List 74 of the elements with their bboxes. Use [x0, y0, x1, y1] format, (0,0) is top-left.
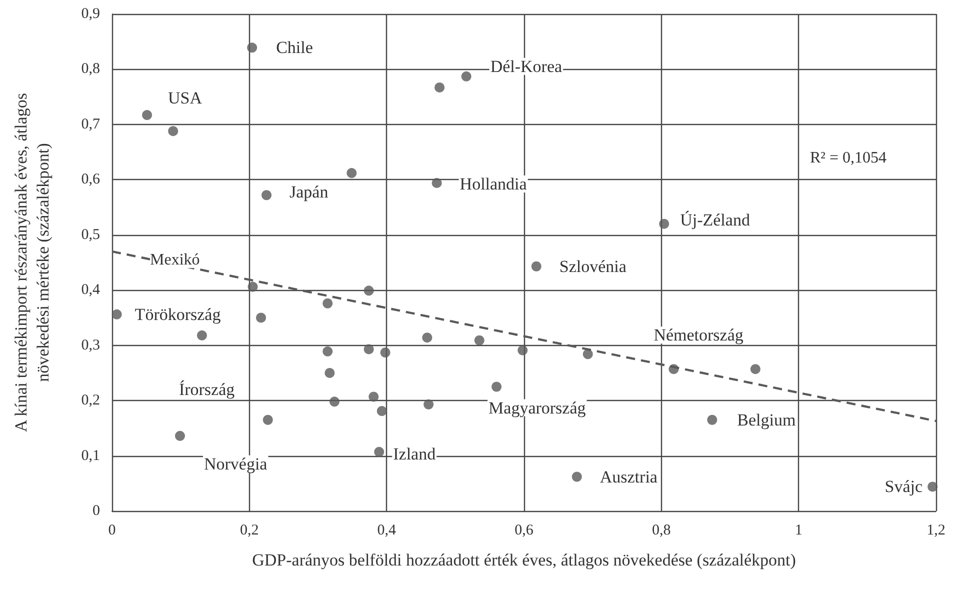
point — [582, 349, 593, 360]
point — [374, 446, 384, 457]
x-tick-label: 0 — [108, 522, 116, 538]
point — [364, 286, 374, 296]
x-tick-label: 1,2 — [926, 522, 946, 538]
point — [668, 364, 679, 374]
point — [474, 335, 484, 346]
annotation: Belgium — [737, 410, 796, 430]
annotation: R² = 0,1054 — [810, 150, 886, 166]
point — [248, 282, 258, 292]
y-axis-title: A kínai termékimport részarányának éves, átlagos növekedési mértéke (százalékpont) — [12, 93, 52, 432]
annotation: Ausztria — [600, 467, 658, 486]
annotation: Izland — [393, 444, 436, 464]
point — [376, 406, 387, 416]
annotation: Hollandia — [460, 174, 528, 194]
point — [364, 344, 374, 354]
point — [659, 218, 670, 229]
point — [322, 298, 333, 308]
annotation: USA — [168, 88, 203, 108]
point — [531, 261, 542, 272]
x-tick-label: 1 — [794, 522, 802, 538]
point — [322, 346, 333, 356]
point — [434, 82, 445, 92]
y-tick-label: 0,9 — [81, 6, 100, 22]
x-tick-label: 0,6 — [514, 522, 534, 538]
point — [262, 190, 272, 200]
point — [380, 348, 390, 358]
point — [324, 368, 335, 378]
point — [142, 110, 152, 120]
point — [424, 399, 434, 410]
annotation: Mexikó — [150, 252, 200, 268]
y-tick-label: 0,5 — [81, 226, 100, 243]
point — [492, 382, 502, 392]
point — [174, 430, 185, 441]
y-tick-label: 0,7 — [81, 116, 100, 132]
point — [518, 345, 528, 356]
x-tick-label: 0,4 — [377, 522, 397, 538]
point — [112, 309, 122, 320]
y-tick-label: 0,1 — [81, 448, 100, 464]
y-tick-label: 0,4 — [81, 282, 100, 298]
point — [432, 178, 442, 188]
y-tick-label: 0,3 — [81, 337, 100, 354]
point — [422, 332, 432, 343]
y-tick-label: 0,2 — [81, 392, 100, 409]
annotation: Japán — [290, 182, 329, 202]
point — [707, 414, 718, 425]
point — [329, 396, 340, 407]
annotation: Norvégia — [204, 454, 268, 474]
annotation: Svájc — [884, 477, 924, 496]
point — [247, 42, 258, 53]
annotation: Írország — [178, 380, 236, 399]
y-tick-label: 0,8 — [81, 61, 100, 78]
point — [461, 71, 472, 82]
point — [572, 472, 582, 482]
point — [196, 330, 207, 340]
point — [256, 312, 266, 323]
point — [368, 392, 379, 402]
point — [346, 168, 357, 178]
y-tick-label: 0,6 — [81, 172, 100, 188]
x-axis-title: GDP-arányos belföldi hozzáadott érték éves, átlagos növekedése (százalékpont) — [252, 550, 796, 570]
annotation: Németország — [654, 326, 744, 345]
annotation: Törökország — [134, 304, 222, 324]
annotation: Új-Zéland — [680, 210, 750, 230]
annotation: Magyarország — [488, 398, 586, 418]
y-tick-label: 0 — [92, 503, 100, 519]
x-tick-label: 0,2 — [240, 522, 259, 538]
annotation: Chile — [276, 38, 313, 58]
annotation: Szlovénia — [559, 256, 627, 276]
point — [168, 126, 178, 136]
point — [262, 414, 273, 425]
point — [750, 364, 760, 374]
x-tick-label: 0,8 — [652, 522, 671, 538]
annotation: Dél-Korea — [490, 56, 563, 76]
point — [928, 482, 938, 492]
